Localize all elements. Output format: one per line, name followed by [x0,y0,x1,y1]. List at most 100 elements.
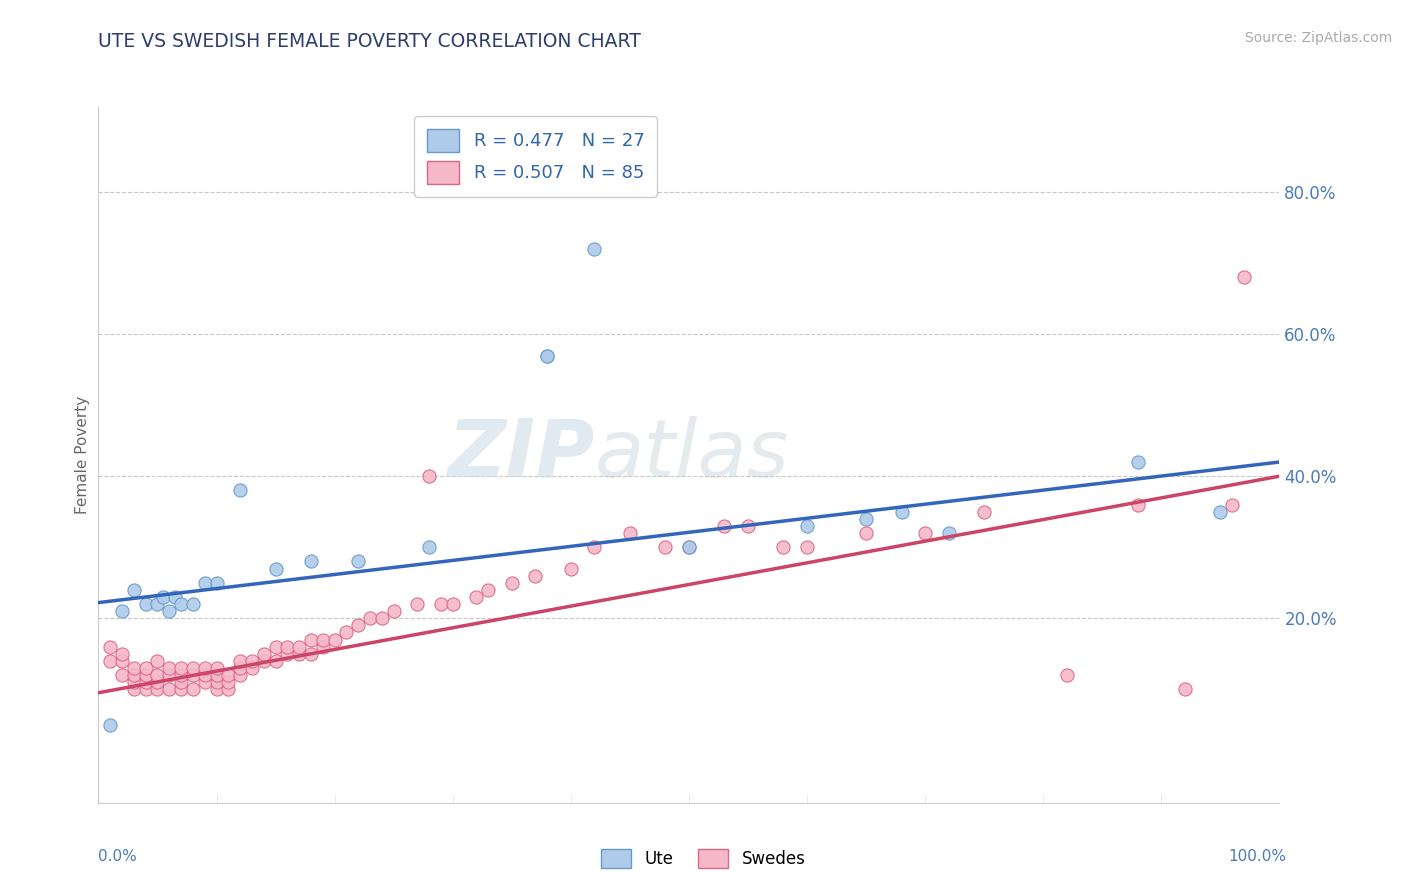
Point [713,519,735,533]
Point [1126,498,1149,512]
Point [98,640,121,654]
Point [157,682,180,697]
Point [181,668,204,682]
Point [418,469,440,483]
Point [170,682,193,697]
Point [205,668,228,682]
Point [560,561,582,575]
Point [229,668,252,682]
Point [583,242,606,256]
Point [264,640,287,654]
Point [111,654,134,668]
Point [1220,498,1243,512]
Point [122,668,145,682]
Text: ZIP: ZIP [447,416,595,494]
Point [1126,455,1149,469]
Point [157,661,180,675]
Point [157,604,180,618]
Point [253,654,276,668]
Point [217,682,239,697]
Point [430,597,453,611]
Point [157,668,180,682]
Point [194,661,217,675]
Point [890,505,912,519]
Text: 100.0%: 100.0% [1229,849,1286,863]
Legend: R = 0.477   N = 27, R = 0.507   N = 85: R = 0.477 N = 27, R = 0.507 N = 85 [413,116,657,197]
Point [359,611,381,625]
Point [135,597,157,611]
Point [122,661,145,675]
Point [146,668,169,682]
Point [111,604,134,618]
Point [312,640,335,654]
Point [276,640,298,654]
Point [205,575,228,590]
Point [146,597,169,611]
Point [181,597,204,611]
Point [465,590,488,604]
Point [678,540,700,554]
Point [299,647,322,661]
Point [111,647,134,661]
Point [194,675,217,690]
Point [217,675,239,690]
Text: Source: ZipAtlas.com: Source: ZipAtlas.com [1244,31,1392,45]
Point [253,647,276,661]
Point [299,632,322,647]
Point [536,349,558,363]
Point [135,682,157,697]
Point [229,654,252,668]
Point [122,675,145,690]
Point [737,519,759,533]
Point [855,512,877,526]
Point [1233,270,1256,285]
Point [111,668,134,682]
Y-axis label: Female Poverty: Female Poverty [75,396,90,514]
Point [347,554,370,568]
Point [973,505,995,519]
Point [772,540,794,554]
Point [501,575,523,590]
Point [441,597,464,611]
Point [1209,505,1232,519]
Point [170,668,193,682]
Point [205,661,228,675]
Point [146,675,169,690]
Point [276,647,298,661]
Point [264,654,287,668]
Point [1056,668,1078,682]
Point [914,526,936,541]
Point [335,625,357,640]
Point [98,654,121,668]
Text: UTE VS SWEDISH FEMALE POVERTY CORRELATION CHART: UTE VS SWEDISH FEMALE POVERTY CORRELATIO… [98,32,641,52]
Point [205,675,228,690]
Point [1174,682,1197,697]
Point [217,668,239,682]
Point [135,668,157,682]
Point [170,661,193,675]
Point [122,582,145,597]
Legend: Ute, Swedes: Ute, Swedes [595,842,811,875]
Point [229,661,252,675]
Point [382,604,405,618]
Point [194,668,217,682]
Point [170,597,193,611]
Point [477,582,499,597]
Point [619,526,641,541]
Text: atlas: atlas [595,416,789,494]
Point [796,519,818,533]
Point [152,590,174,604]
Point [98,717,121,731]
Point [229,483,252,498]
Text: 0.0%: 0.0% [98,849,138,863]
Point [264,561,287,575]
Point [194,575,217,590]
Point [240,661,263,675]
Point [406,597,429,611]
Point [371,611,394,625]
Point [146,682,169,697]
Point [654,540,676,554]
Point [299,554,322,568]
Point [312,632,335,647]
Point [796,540,818,554]
